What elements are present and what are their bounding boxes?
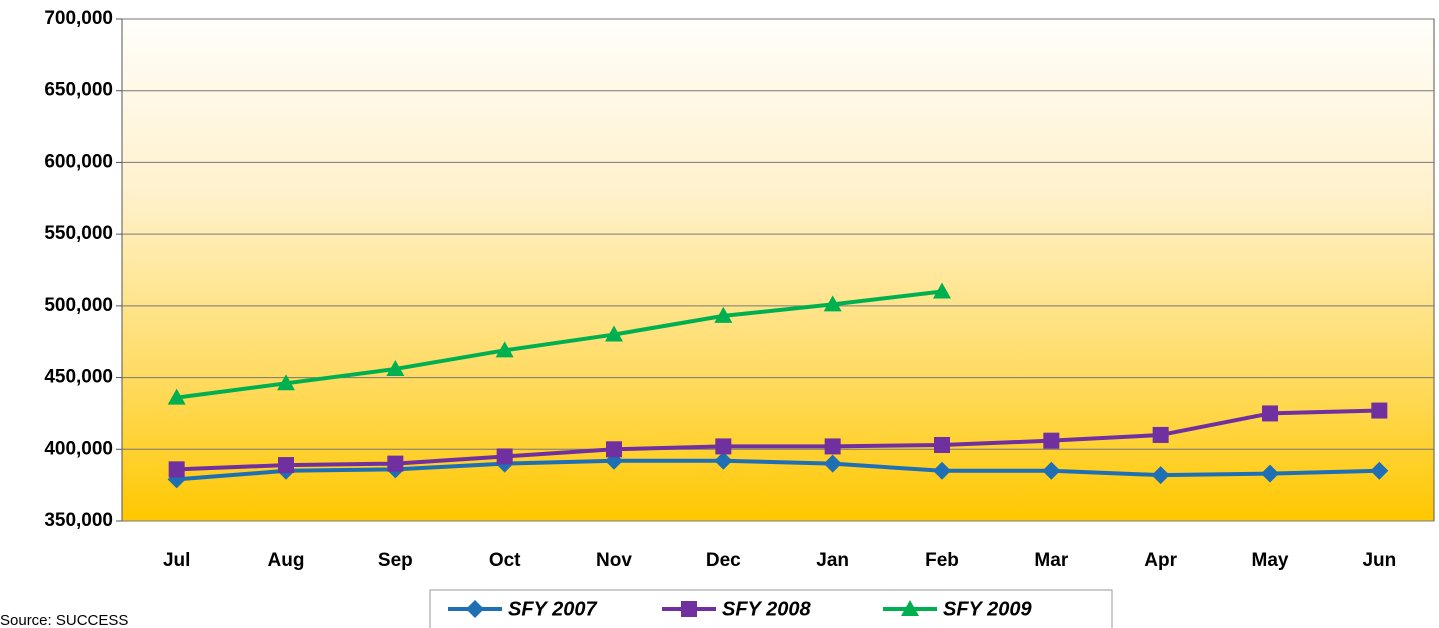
marker — [277, 374, 295, 391]
x-tick-label: Mar — [1034, 550, 1068, 571]
x-tick-label: Aug — [268, 550, 305, 571]
legend-label: SFY 2007 — [508, 598, 597, 620]
legend-marker — [901, 600, 919, 616]
series-line — [176, 289, 943, 400]
legend-label: SFY 2008 — [722, 598, 811, 620]
x-tick-label: Oct — [489, 550, 521, 571]
marker — [495, 341, 514, 358]
marker — [1370, 461, 1389, 480]
marker — [278, 457, 294, 474]
marker — [168, 461, 185, 478]
marker — [1371, 402, 1388, 419]
marker — [715, 438, 732, 455]
marker — [824, 438, 841, 455]
x-tick-label: Jun — [1362, 550, 1396, 571]
marker — [823, 295, 842, 312]
marker — [605, 325, 623, 342]
marker — [714, 306, 733, 323]
marker — [933, 461, 951, 480]
x-tick-label: Jan — [816, 550, 849, 571]
y-tick-label: 600,000 — [44, 151, 113, 172]
x-tick-label: Nov — [596, 550, 632, 571]
marker — [386, 359, 405, 376]
marker — [606, 441, 622, 458]
marker — [387, 455, 404, 472]
x-tick-label: Feb — [925, 550, 959, 571]
x-tick-label: Dec — [706, 550, 741, 571]
marker — [823, 454, 842, 473]
x-tick-label: Apr — [1144, 550, 1177, 571]
y-tick-label: 650,000 — [44, 80, 113, 101]
marker — [1261, 464, 1279, 483]
legend-label: SFY 2009 — [943, 598, 1032, 620]
source-note: Source: SUCCESS — [0, 612, 128, 628]
marker — [934, 436, 950, 453]
x-tick-label: May — [1252, 550, 1289, 571]
legend-marker — [466, 600, 484, 618]
plot-area — [121, 18, 1435, 522]
marker — [496, 448, 513, 465]
series-line — [176, 458, 1380, 482]
marker — [1151, 466, 1170, 485]
x-tick-label: Jul — [163, 550, 190, 571]
marker — [933, 282, 951, 299]
y-tick-label: 350,000 — [44, 510, 113, 531]
series-line — [176, 408, 1380, 472]
y-tick-label: 400,000 — [44, 438, 113, 459]
marker — [714, 451, 733, 470]
y-tick-label: 450,000 — [44, 367, 113, 388]
marker — [1152, 426, 1169, 443]
y-tick-label: 550,000 — [44, 223, 113, 244]
marker — [167, 388, 186, 405]
x-tick-label: Sep — [378, 550, 413, 571]
y-tick-label: 500,000 — [44, 295, 113, 316]
marker — [1262, 405, 1278, 422]
marker — [1042, 461, 1061, 480]
marker — [1043, 432, 1060, 449]
legend-box — [429, 589, 1113, 628]
legend-marker — [681, 601, 697, 617]
y-tick-label: 700,000 — [44, 8, 113, 29]
